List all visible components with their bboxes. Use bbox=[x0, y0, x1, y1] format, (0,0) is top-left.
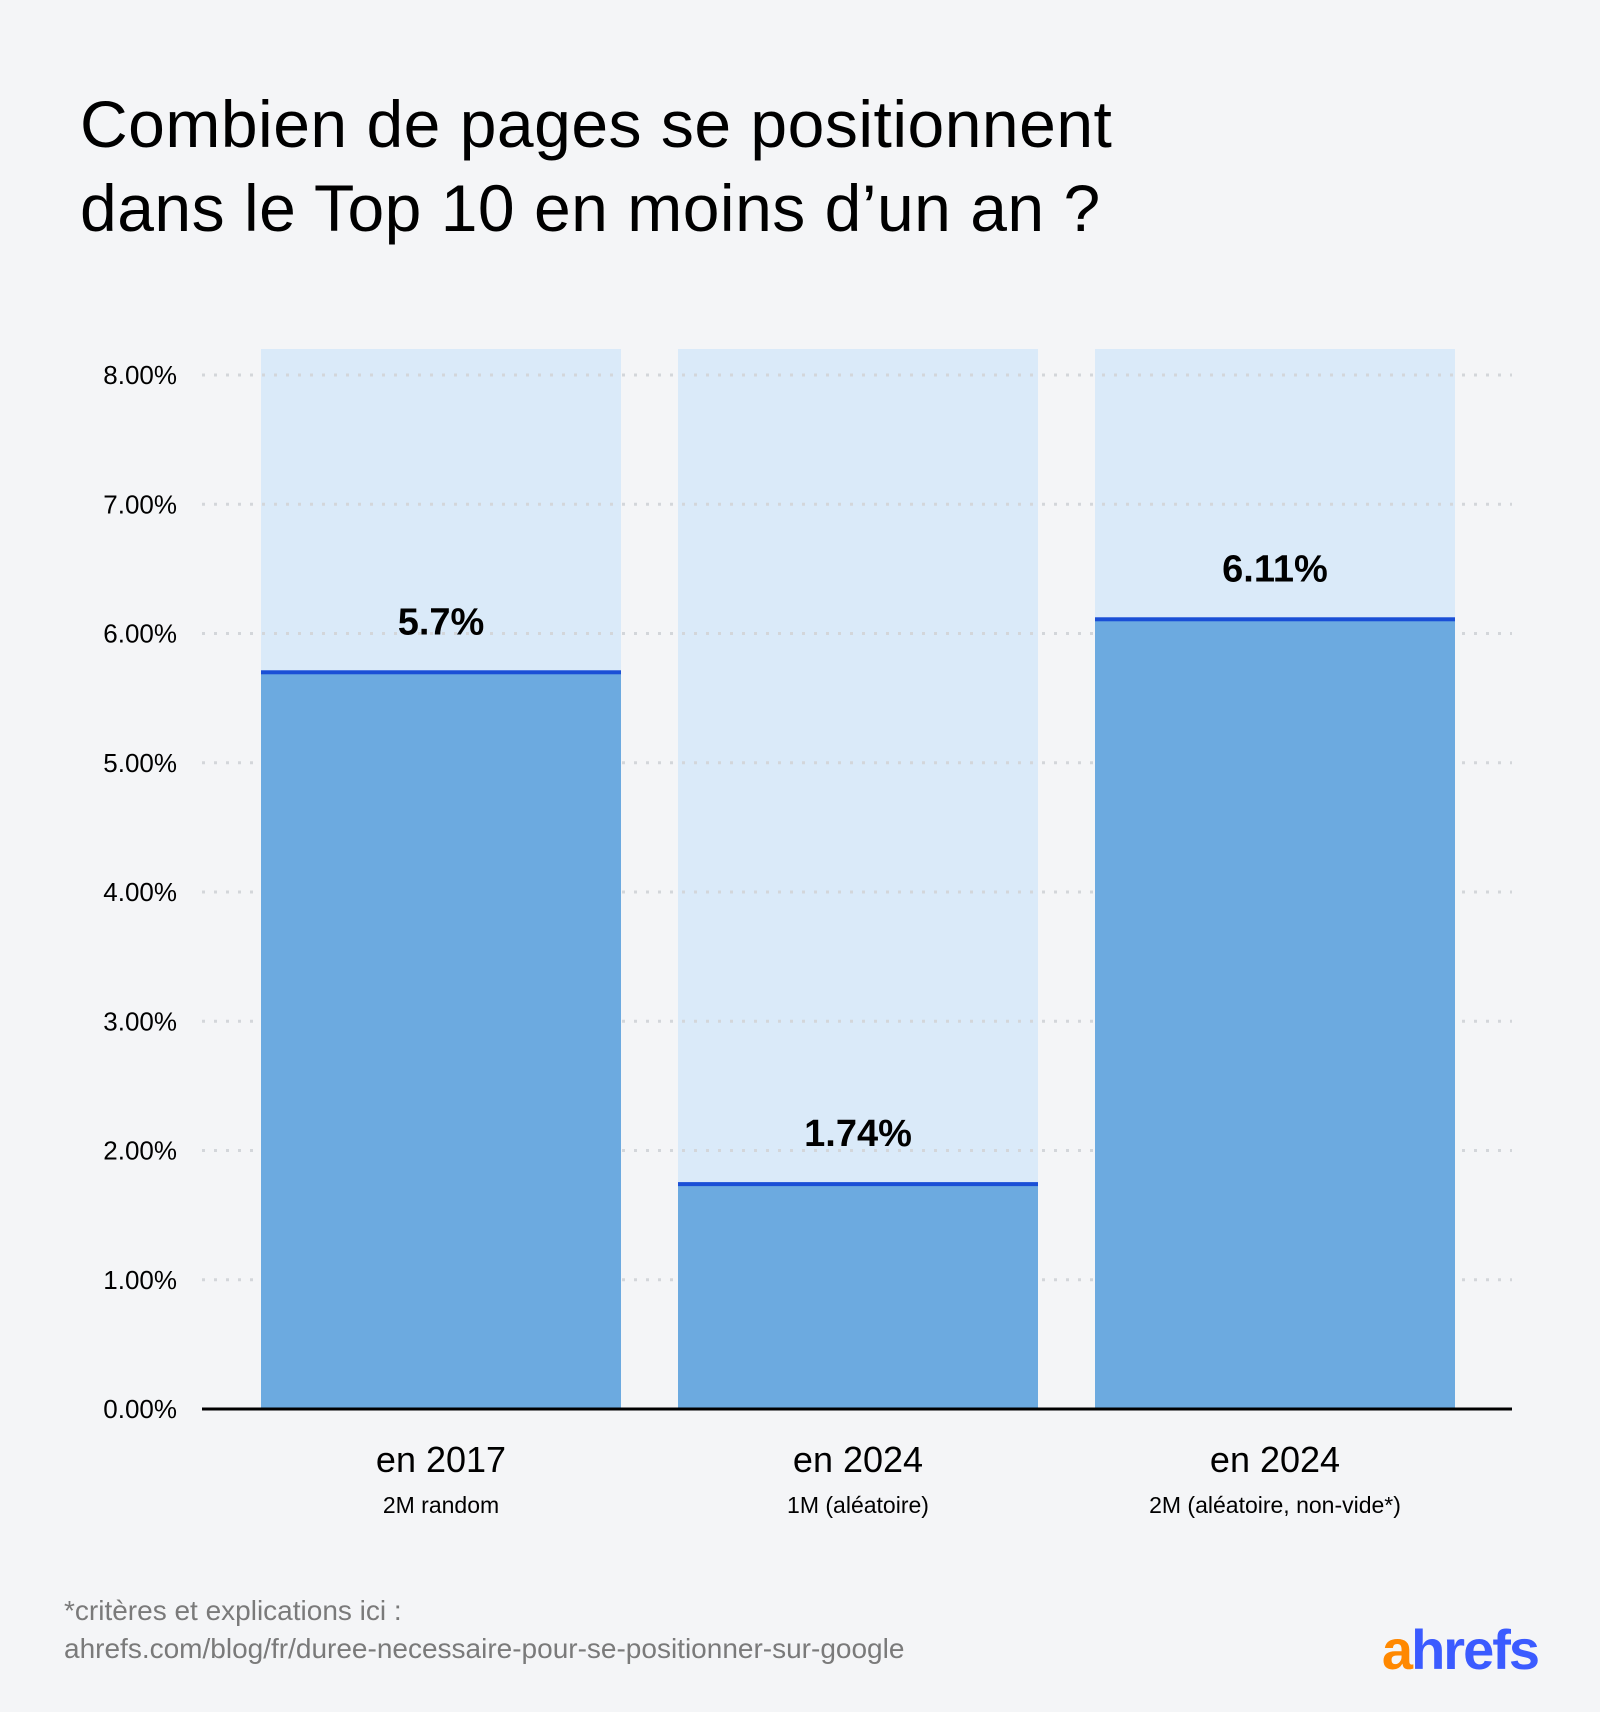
bar bbox=[261, 672, 621, 1409]
x-subcategory-label: 2M random bbox=[383, 1492, 499, 1518]
y-tick-label: 4.00% bbox=[103, 877, 177, 907]
value-label: 1.74% bbox=[804, 1113, 912, 1155]
bar-top-line bbox=[261, 670, 621, 675]
x-category-label: en 2024 bbox=[793, 1439, 923, 1480]
x-subcategory-label: 2M (aléatoire, non-vide*) bbox=[1149, 1492, 1401, 1518]
x-category-label: en 2024 bbox=[1210, 1439, 1340, 1480]
bar bbox=[678, 1184, 1038, 1409]
y-tick-label: 6.00% bbox=[103, 619, 177, 649]
x-subcategory-label: 1M (aléatoire) bbox=[787, 1492, 929, 1518]
bar-top-line bbox=[1095, 617, 1455, 622]
footnote-line-1: *critères et explications ici : bbox=[64, 1595, 402, 1626]
y-tick-label: 8.00% bbox=[103, 360, 177, 390]
value-label: 6.11% bbox=[1222, 548, 1328, 590]
value-label: 5.7% bbox=[398, 601, 485, 643]
y-tick-label: 5.00% bbox=[103, 748, 177, 778]
footnote-source-link[interactable]: ahrefs.com/blog/fr/duree-necessaire-pour… bbox=[64, 1633, 905, 1664]
title-line-2: dans le Top 10 en moins d’un an ? bbox=[80, 171, 1101, 245]
footnote: *critères et explications ici : ahrefs.c… bbox=[64, 1592, 904, 1668]
bar bbox=[1095, 619, 1455, 1409]
title-line-1: Combien de pages se positionnent bbox=[80, 87, 1113, 161]
ahrefs-logo: ahrefs bbox=[1381, 1617, 1540, 1682]
chart-title: Combien de pages se positionnent dans le… bbox=[80, 82, 1112, 250]
x-category-label: en 2017 bbox=[376, 1439, 506, 1480]
bar-top-line bbox=[678, 1182, 1038, 1187]
bar-chart: 0.00% 1.00% 2.00% 3.00% 4.00% 5.00% 6.00% 7.00%… bbox=[103, 349, 1512, 1518]
y-tick-label: 1.00% bbox=[103, 1265, 177, 1295]
y-tick-label: 7.00% bbox=[103, 489, 177, 519]
logo-a: a bbox=[1381, 1618, 1413, 1681]
y-tick-label: 3.00% bbox=[103, 1006, 177, 1036]
y-tick-label: 2.00% bbox=[103, 1136, 177, 1166]
logo-rest: hrefs bbox=[1411, 1618, 1540, 1681]
y-tick-label: 0.00% bbox=[103, 1394, 177, 1424]
